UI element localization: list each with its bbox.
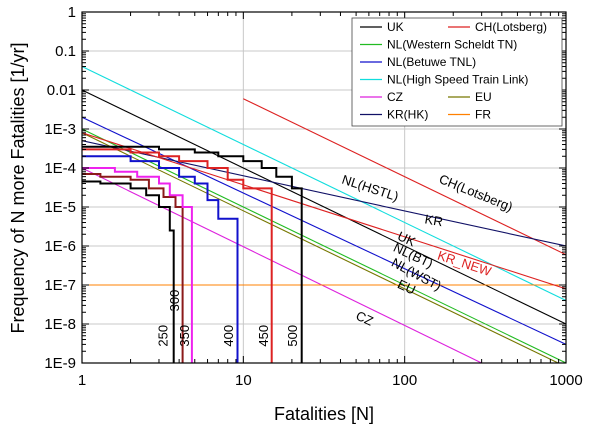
annotation-label: 300 [167,290,182,312]
step-curve-500 [82,145,303,363]
step-curve-400 [82,155,239,363]
y-tick-label: 1E-8 [44,316,76,333]
legend-label: FR [475,108,491,122]
step-curve-450 [82,148,273,363]
y-tick-label: 1E-3 [44,121,76,138]
annotation-label: 350 [177,325,192,347]
x-tick-label: 1 [78,372,86,389]
y-axis-title: Frequency of N more Fatalities [1/yr] [8,42,28,333]
series-line-nlbt [82,116,566,345]
series-line-eu [82,132,560,363]
x-tick-label: 1000 [549,372,582,389]
legend-label: CZ [387,90,403,104]
y-tick-label: 1 [68,4,76,21]
series-line-ch [243,98,566,256]
annotation-label: CZ [354,308,376,329]
x-axis-title: Fatalities [N] [274,404,374,424]
y-tick-label: 1E-7 [44,277,76,294]
y-tick-label: 1E-6 [44,238,76,255]
annotation-label: 500 [285,325,300,347]
legend-label: CH(Lotsberg) [475,20,547,34]
legend-box [351,17,563,127]
x-tick-label: 10 [235,372,252,389]
plot-frame [81,11,567,364]
series-line-cz [82,167,482,363]
annotation-label: KR [424,211,444,229]
step-curve-300 [82,173,184,363]
y-tick-label: 1E-5 [44,199,76,216]
y-tick-label: 0.01 [47,82,76,99]
legend-label: EU [475,90,492,104]
series-line-krnew [82,132,566,290]
y-tick-label: 1E-9 [44,355,76,372]
series-group [82,66,566,363]
annotation-label: 400 [221,325,236,347]
series-line-nlhst [82,66,566,301]
step-curve-350 [82,167,193,363]
step-curve-250 [82,180,175,363]
annotation-label: 250 [156,325,171,347]
legend-label: NL(High Speed Train Link) [387,73,528,87]
legend-label: KR(HK) [387,108,428,122]
y-tick-label: 0.1 [55,43,76,60]
ticks: 1 10 100 1000 1 0.1 0.01 1E-3 1E-4 1E-5 1E-6 1E-7 1E… [44,4,582,389]
legend-label: UK [387,20,404,34]
legend-label: NL(Betuwe TNL) [387,55,476,69]
annotation-label: EU [395,276,418,297]
annotation-label: UK [395,228,418,249]
annotation-label: 450 [256,325,271,347]
legend-label: NL(Western Scheldt TN) [387,38,517,52]
legend: UK NL(Western Scheldt TN) NL(Betuwe TNL) NL… [351,17,563,127]
y-tick-label: 1E-4 [44,160,76,177]
x-tick-label: 100 [392,372,417,389]
